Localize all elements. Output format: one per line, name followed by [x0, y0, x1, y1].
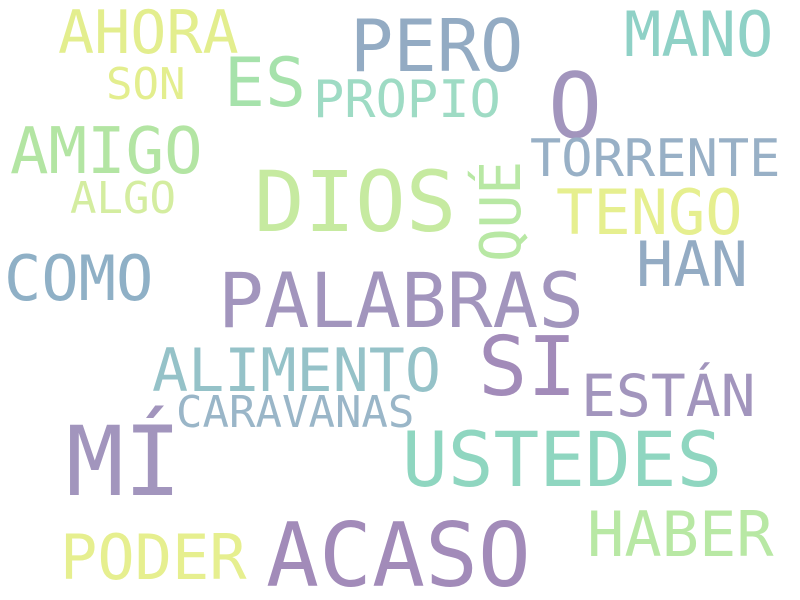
word-han: HAN — [636, 228, 748, 301]
word-tengo: TENGO — [556, 176, 743, 249]
word-haber: HABER — [587, 498, 774, 571]
word-que: QUÉ — [469, 160, 534, 262]
word-alimento: ALIMENTO — [152, 336, 441, 406]
word-propio: PROPIO — [313, 70, 501, 130]
word-torrente: TORRENTE — [530, 129, 781, 189]
word-es: ES — [224, 44, 306, 123]
word-mano: MANO — [624, 0, 774, 71]
word-pero: PERO — [350, 4, 524, 88]
word-acaso: ACASO — [266, 504, 531, 600]
word-mi: MÍ — [66, 406, 182, 518]
word-caravanas: CARAVANAS — [176, 387, 415, 438]
word-estan: ESTÁN — [581, 362, 756, 430]
word-son: SON — [106, 59, 186, 110]
word-como: COMO — [4, 242, 154, 315]
word-amigo: AMIGO — [10, 115, 203, 189]
word-ahora: AHORA — [58, 0, 239, 68]
word-palabras: PALABRAS — [218, 256, 585, 345]
word-dios: DIOS — [254, 153, 457, 251]
word-si: SI — [478, 320, 577, 415]
word-poder: PODER — [60, 521, 247, 594]
word-ustedes: USTEDES — [402, 415, 723, 504]
word-o: O — [548, 54, 603, 159]
word-algo: ALGO — [70, 173, 176, 224]
